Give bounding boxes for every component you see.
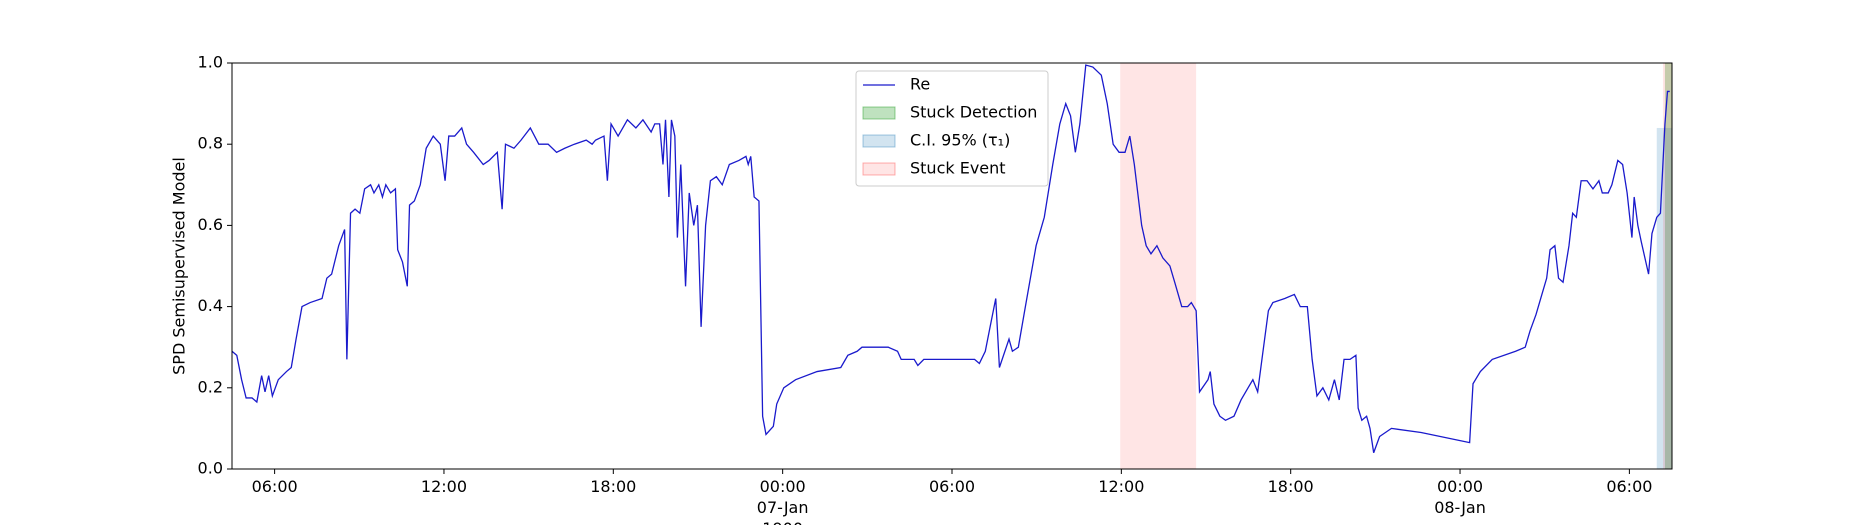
legend: Re Stuck Detection C.I. 95% (τ₁) Stuck Even… [855,70,1049,187]
legend-label: Stuck Detection [910,103,1037,122]
x-tick-label: 06:00 [929,477,975,496]
legend-label: Stuck Event [910,159,1006,178]
x-tick-label: 18:00 [1268,477,1314,496]
span [1120,63,1197,469]
y-tick-label: 0.0 [198,459,223,478]
x-tick-label: 06:00 [1606,477,1652,496]
span [1664,63,1672,469]
legend-patch [862,106,896,120]
x-tick-label: 00:00 08-Jan [1434,477,1486,517]
legend-patch [862,134,896,148]
y-tick-label: 0.4 [198,296,223,315]
x-tick-label: 06:00 [252,477,298,496]
x-tick-label: 12:00 [1098,477,1144,496]
y-tick-label: 1.0 [198,53,223,72]
legend-label: Re [910,75,930,94]
legend-label: C.I. 95% (τ₁) [910,131,1010,150]
x-tick-label: 12:00 [421,477,467,496]
legend-patch [862,162,896,176]
y-tick-label: 0.2 [198,377,223,396]
x-tick-label: 18:00 [590,477,636,496]
legend-box [855,70,1049,187]
y-tick-label: 0.8 [198,134,223,153]
y-axis-label: SPD Semisupervised Model [170,157,189,375]
span [1662,63,1672,469]
y-tick-label: 0.6 [198,215,223,234]
data-line [231,64,1670,453]
